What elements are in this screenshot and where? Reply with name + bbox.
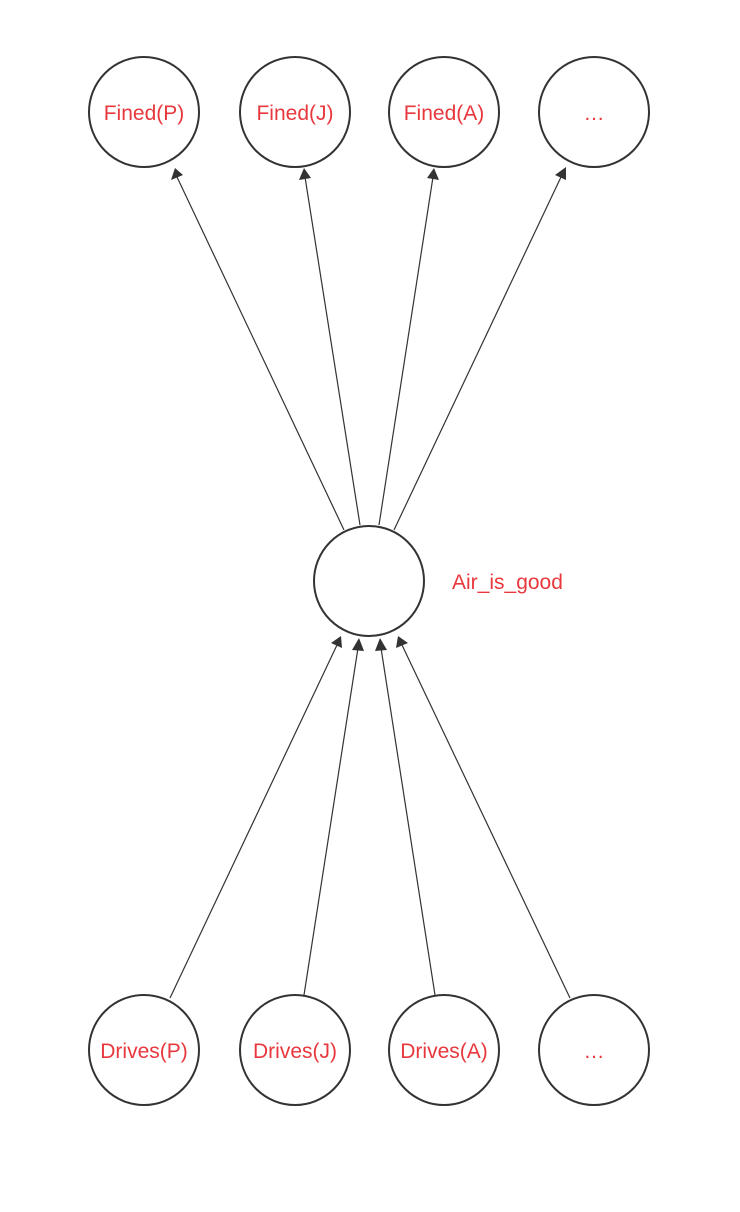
node-fined-j-label: Fined(J) — [256, 102, 333, 125]
edge-air-to-fined-j — [304, 176, 361, 526]
node-fined-more-circle — [538, 56, 650, 168]
edge-drives-j-to-air — [303, 647, 359, 996]
node-drives-j-circle — [239, 994, 351, 1106]
arrowhead-air-from-drives-a — [375, 638, 387, 651]
arrowhead-air-from-drives-more — [396, 636, 408, 648]
arrowhead-fined-more — [555, 167, 566, 180]
edge-drives-p-to-air — [169, 644, 338, 999]
edge-drives-more-to-air — [401, 644, 571, 999]
node-drives-more-circle — [538, 994, 650, 1106]
edges-layer — [169, 167, 571, 999]
node-fined-a-label: Fined(A) — [404, 102, 485, 125]
node-fined-p-circle — [88, 56, 200, 168]
arrowhead-fined-p — [171, 168, 183, 180]
node-air-is-good[interactable]: Air_is_good — [313, 525, 563, 637]
node-drives-more-label: … — [584, 1040, 605, 1063]
node-fined-a-circle — [388, 56, 500, 168]
node-drives-j-label: Drives(J) — [253, 1040, 337, 1063]
node-fined-more-label: … — [584, 102, 605, 125]
edge-air-to-fined-p — [176, 176, 345, 531]
node-drives-p-label: Drives(P) — [100, 1040, 188, 1063]
edge-drives-a-to-air — [380, 647, 436, 996]
node-drives-more[interactable]: … — [538, 994, 650, 1106]
node-drives-j[interactable]: Drives(J) — [239, 994, 351, 1106]
arrowhead-fined-j — [299, 168, 311, 180]
nodes-layer: Fined(P) Fined(J) Fined(A) … Air_is_good… — [88, 56, 650, 1106]
node-drives-p-circle — [88, 994, 200, 1106]
node-drives-a-circle — [388, 994, 500, 1106]
arrowhead-air-from-drives-p — [331, 636, 342, 648]
arrowhead-fined-a — [427, 168, 439, 180]
edge-air-to-fined-more — [393, 176, 562, 531]
node-fined-more[interactable]: … — [538, 56, 650, 168]
node-air-is-good-label: Air_is_good — [452, 571, 563, 594]
node-fined-j-circle — [239, 56, 351, 168]
node-fined-a[interactable]: Fined(A) — [388, 56, 500, 168]
node-drives-a-label: Drives(A) — [400, 1040, 488, 1063]
edge-air-to-fined-a — [378, 176, 434, 526]
node-fined-j[interactable]: Fined(J) — [239, 56, 351, 168]
node-air-is-good-circle — [313, 525, 425, 637]
node-drives-a[interactable]: Drives(A) — [388, 994, 500, 1106]
node-drives-p[interactable]: Drives(P) — [88, 994, 200, 1106]
node-fined-p-label: Fined(P) — [104, 102, 185, 125]
node-fined-p[interactable]: Fined(P) — [88, 56, 200, 168]
arrowhead-air-from-drives-j — [352, 638, 364, 651]
